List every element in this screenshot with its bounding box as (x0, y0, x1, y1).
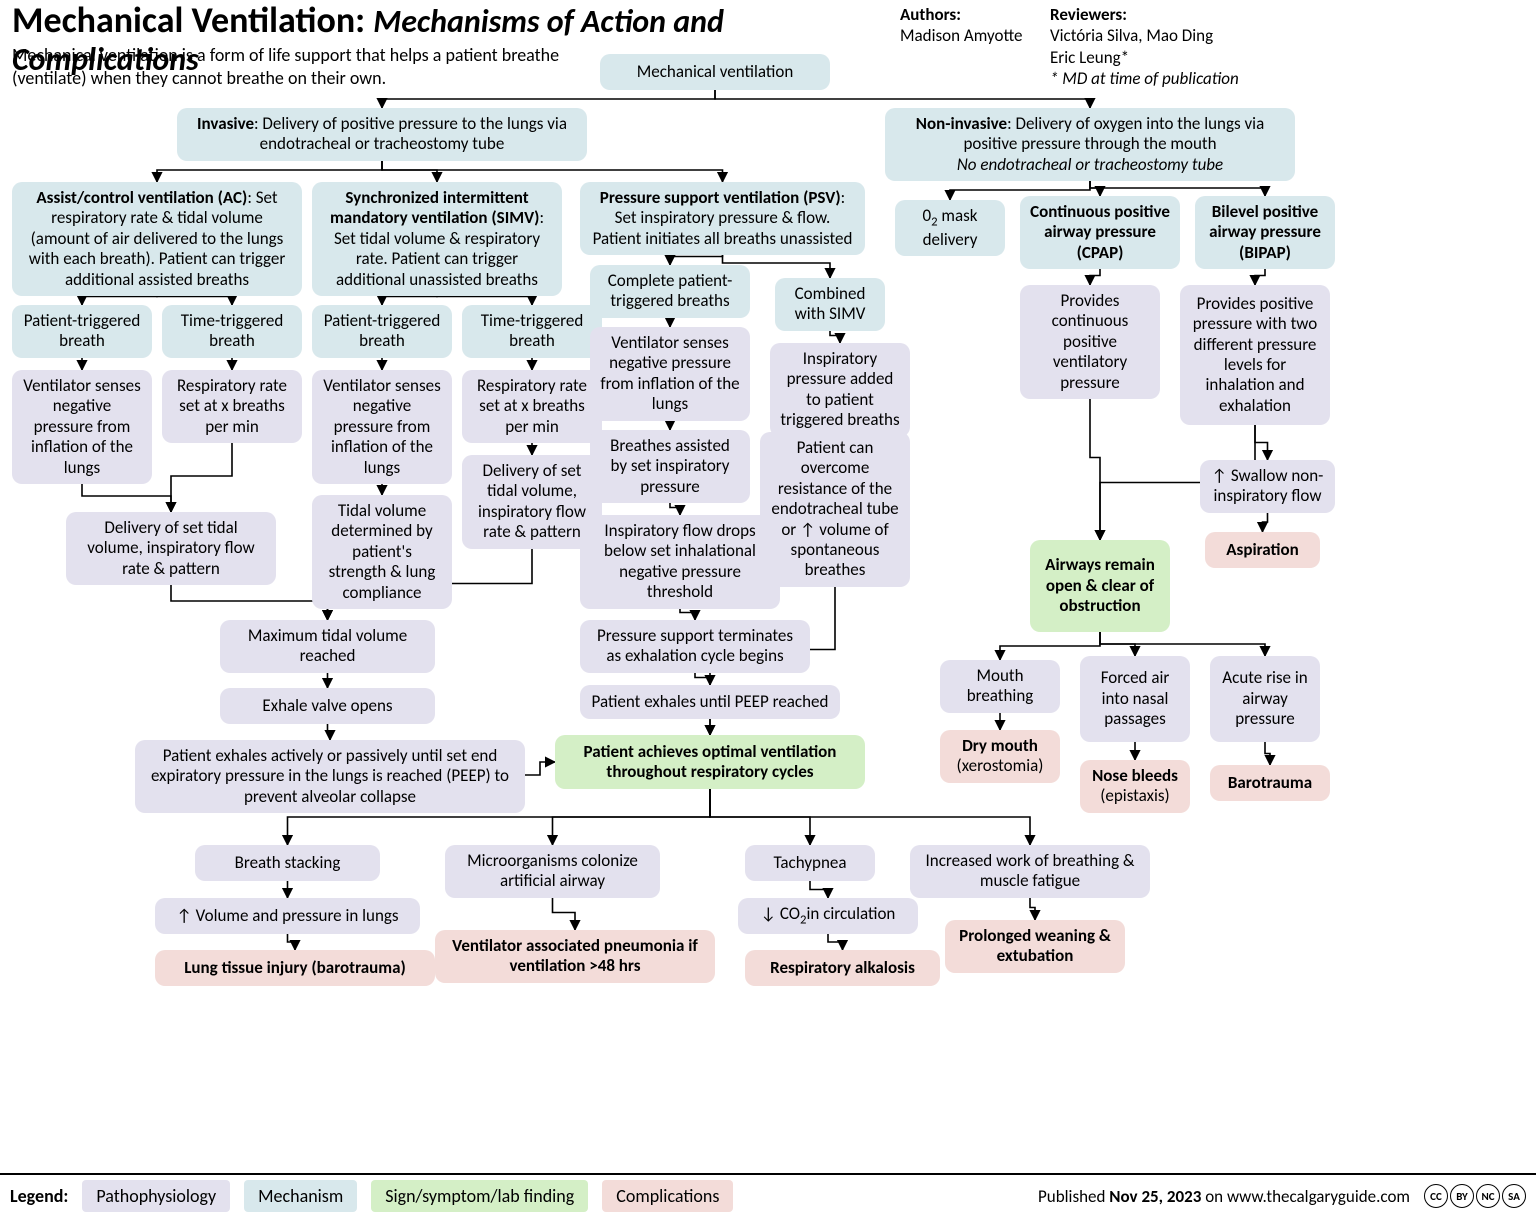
legend-label: Legend: (10, 1185, 68, 1207)
node-iwork: Increased work of breathing & muscle fat… (910, 845, 1150, 898)
node-ac_tt: Time-triggered breath (162, 305, 302, 358)
legend-mech: Mechanism (244, 1180, 357, 1212)
node-drym: Dry mouth(xerostomia) (940, 730, 1060, 783)
reviewers-label: Reviewers: (1050, 4, 1127, 25)
node-psv: Pressure support ventilation (PSV): Set … (580, 182, 865, 255)
edge-vol_up-lti (288, 934, 296, 950)
node-psv_exh: Patient exhales until PEEP reached (580, 685, 840, 719)
edge-co2-respalk (828, 934, 843, 950)
edge-optimal-iwork (710, 789, 1030, 845)
legend-bar: Legend: Pathophysiology Mechanism Sign/s… (0, 1173, 1536, 1217)
edge-swallow-aspir (1263, 512, 1268, 532)
edge-invasive-psv (382, 158, 723, 182)
node-simv_tt: Time-triggered breath (462, 305, 602, 358)
edge-optimal-tachy (710, 789, 810, 845)
edge-iwork-wean (1030, 895, 1035, 920)
node-psv_assist: Breathes assisted by set inspiratory pre… (590, 430, 750, 503)
edge-noninv-bipap (1090, 180, 1265, 196)
authors-label: Authors: (900, 4, 961, 25)
authors-block: Authors: Madison Amyotte (900, 4, 1040, 47)
edge-optimal-micro (553, 789, 711, 845)
node-bipap_d: Provides positive pressure with two diff… (1180, 285, 1330, 425)
edge-root-noninv (715, 90, 1090, 108)
node-airways: Airways remain open & clear of obstructi… (1030, 540, 1170, 632)
edge-micro-vap (553, 895, 576, 930)
reviewers-note: * MD at time of publication (1050, 68, 1239, 89)
edge-exhale_valve-peep (328, 724, 331, 740)
node-tachy: Tachypnea (745, 845, 875, 881)
intro-text: Mechanical ventilation is a form of life… (12, 44, 592, 89)
node-psv_comp: Complete patient-triggered breaths (590, 265, 750, 318)
page-title-main: Mechanical Ventilation: (12, 0, 365, 42)
edge-airways-forced (1100, 632, 1135, 656)
node-ac_sense: Ventilator senses negative pressure from… (12, 370, 152, 484)
node-simv_sense: Ventilator senses negative pressure from… (312, 370, 452, 484)
node-bipap: Bilevel positive airway pressure (BIPAP) (1195, 196, 1335, 269)
node-psv_drop: Inspiratory flow drops below set inhalat… (580, 515, 780, 609)
node-respalk: Respiratory alkalosis (745, 950, 940, 986)
node-simv_tv: Tidal volume determined by patient's str… (312, 495, 452, 609)
node-psv_insp: Inspiratory pressure added to patient tr… (770, 343, 910, 437)
edge-airways-mouth (1000, 632, 1100, 660)
node-psv_comb: Combined with SIMV (775, 278, 885, 331)
edge-ac_rate-ac_delivery (171, 440, 232, 512)
edge-invasive-simv (382, 158, 437, 182)
node-vol_up: ↑ Volume and pressure in lungs (155, 898, 420, 934)
node-swallow: ↑ Swallow non-inspiratory flow (1200, 460, 1335, 513)
node-wean: Prolonged weaning & extubation (945, 920, 1125, 973)
node-cpap_d: Provides continuous positive ventilatory… (1020, 285, 1160, 399)
edge-invasive-ac (157, 158, 382, 182)
node-psv_term: Pressure support terminates as exhalatio… (580, 620, 810, 673)
cc-license-icon: CC BY NC SA (1424, 1184, 1526, 1208)
node-exhale_valve: Exhale valve opens (220, 688, 435, 724)
node-breath_st: Breath stacking (195, 845, 380, 881)
node-root: Mechanical ventilation (600, 54, 830, 90)
reviewers-block: Reviewers: Victória Silva, Mao DingEric … (1050, 4, 1310, 89)
node-mouth: Mouth breathing (940, 660, 1060, 713)
legend-sign: Sign/symptom/lab finding (371, 1180, 588, 1212)
node-lti: Lung tissue injury (barotrauma) (155, 950, 435, 986)
node-vap: Ventilator associated pneumonia if venti… (435, 930, 715, 983)
edge-airways-acute (1100, 632, 1265, 656)
node-acute: Acute rise in airway pressure (1210, 656, 1320, 742)
node-simv: Synchronized intermittent mandatory vent… (312, 182, 562, 296)
edge-peep-optimal (525, 762, 555, 775)
node-psv_sense: Ventilator senses negative pressure from… (590, 327, 750, 421)
node-ac_delivery: Delivery of set tidal volume, inspirator… (66, 512, 276, 585)
node-o2: 02 mask delivery (895, 200, 1005, 256)
node-simv_pt: Patient-triggered breath (312, 305, 452, 358)
edge-root-invasive (382, 90, 715, 108)
node-aspir: Aspiration (1205, 532, 1320, 568)
edge-cpap_d-airways (1090, 375, 1100, 540)
node-noninv: Non-invasive: Delivery of oxygen into th… (885, 108, 1295, 181)
edge-acute-baro (1265, 742, 1270, 765)
reviewers-names: Victória Silva, Mao DingEric Leung* (1050, 25, 1213, 67)
legend-comp: Complications (602, 1180, 733, 1212)
publication-info: Published Nov 25, 2023 on www.thecalgary… (1038, 1186, 1410, 1207)
node-ac_pt: Patient-triggered breath (12, 305, 152, 358)
node-micro: Microorganisms colonize artificial airwa… (445, 845, 660, 898)
edge-noninv-cpap (1090, 180, 1100, 196)
authors-names: Madison Amyotte (900, 25, 1023, 46)
node-psv_over: Patient can overcome resistance of the e… (760, 432, 910, 587)
node-co2: ↓ CO2in circulation (738, 898, 918, 934)
edge-tachy-co2 (810, 881, 828, 898)
node-optimal: Patient achieves optimal ventilation thr… (555, 735, 865, 789)
edge-ac_sense-ac_delivery (82, 480, 171, 512)
node-ac_rate: Respiratory rate set at x breaths per mi… (162, 370, 302, 443)
edge-ac_delivery-maxtv (171, 582, 328, 620)
legend-patho: Pathophysiology (82, 1180, 230, 1212)
node-nose: Nose bleeds(epistaxis) (1080, 760, 1190, 813)
node-ac: Assist/control ventilation (AC): Set res… (12, 182, 302, 296)
node-simv_rate: Respiratory rate set at x breaths per mi… (462, 370, 602, 443)
node-baro: Barotrauma (1210, 765, 1330, 801)
node-invasive: Invasive: Delivery of positive pressure … (177, 108, 587, 161)
node-cpap: Continuous positive airway pressure (CPA… (1020, 196, 1180, 269)
node-maxtv: Maximum tidal volume reached (220, 620, 435, 673)
edge-bipap_d-swallow (1255, 425, 1268, 460)
node-forced: Forced air into nasal passages (1080, 656, 1190, 742)
node-peep: Patient exhales actively or passively un… (135, 740, 525, 813)
